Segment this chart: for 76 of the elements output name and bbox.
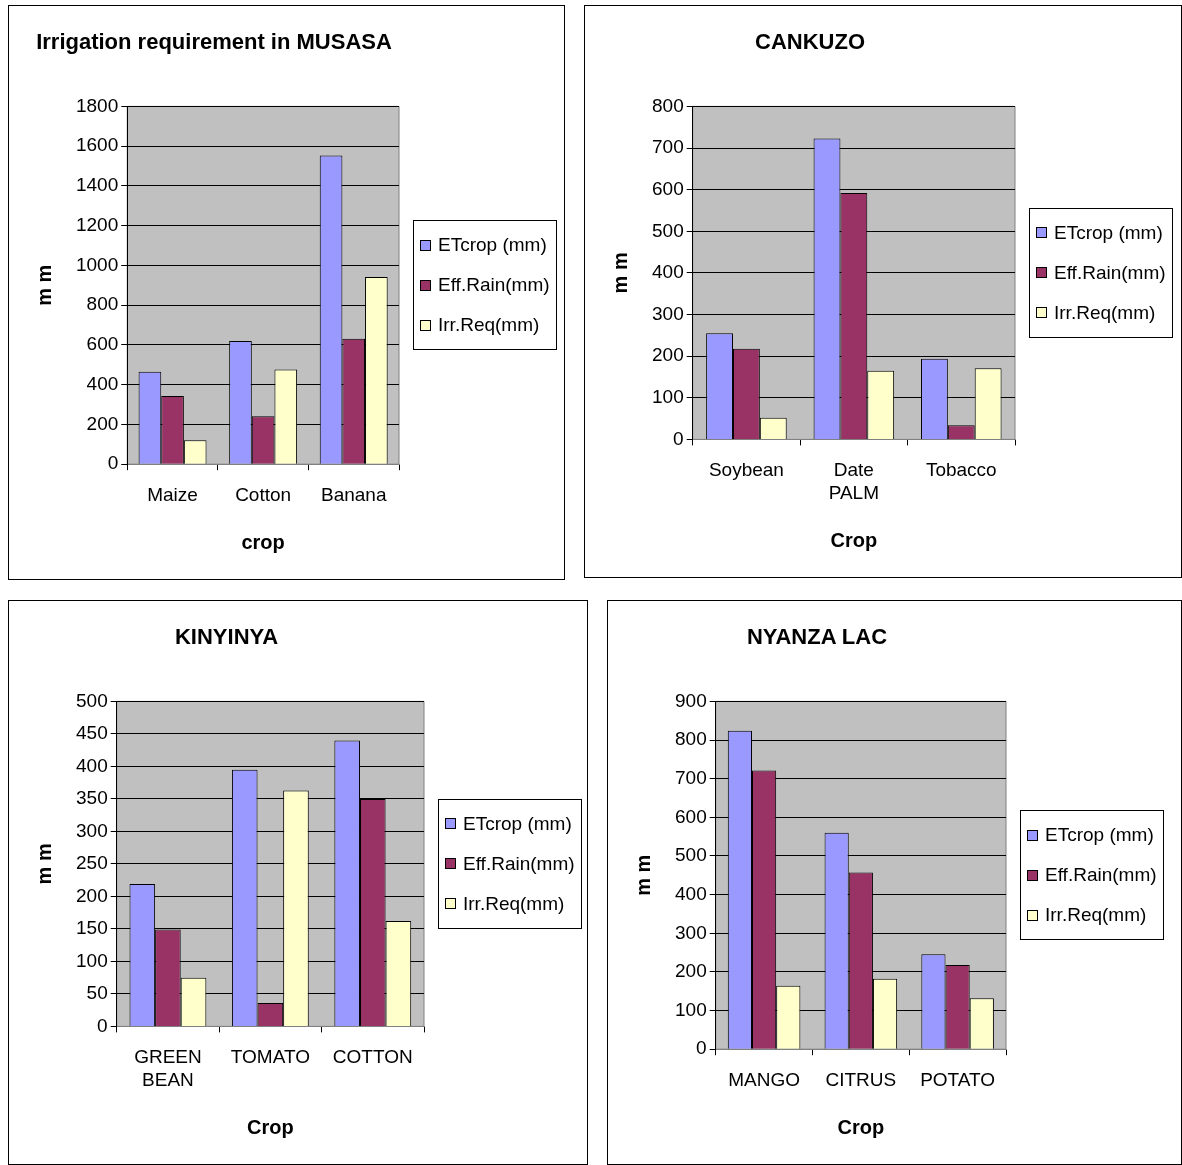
chart-title: NYANZA LAC <box>746 624 888 650</box>
x-tick-label: GREEN BEAN <box>134 1046 202 1090</box>
y-tick-label: 100 <box>652 386 684 408</box>
y-tick-label: 600 <box>86 333 119 355</box>
legend-label: Irr.Req(mm) <box>438 314 540 337</box>
y-tick-label: 600 <box>675 805 707 827</box>
y-tick-label: 600 <box>652 177 684 199</box>
y-axis-title: m m <box>32 264 55 306</box>
y-tick-label: 100 <box>675 998 707 1020</box>
y-tick-label: 900 <box>675 689 707 711</box>
y-tick-label: 350 <box>76 787 108 809</box>
legend-label: Irr.Req(mm) <box>463 892 565 915</box>
x-tick-label: Date PALM <box>828 459 880 503</box>
legend-label: ETcrop (mm) <box>1045 824 1154 847</box>
y-tick-label: 500 <box>675 844 707 866</box>
chart-title: Irrigation requirement in MUSASA <box>36 29 392 55</box>
legend-label: Irr.Req(mm) <box>1054 301 1156 324</box>
y-tick-label: 0 <box>696 1037 707 1059</box>
legend-label: Eff.Rain(mm) <box>463 852 575 875</box>
x-axis-title: crop <box>241 530 285 553</box>
y-tick-label: 400 <box>76 754 108 776</box>
y-tick-label: 50 <box>86 982 108 1004</box>
x-tick-label: CITRUS <box>825 1068 897 1090</box>
y-tick-label: 800 <box>652 94 684 116</box>
y-axis-title: m m <box>32 843 55 885</box>
y-tick-label: 800 <box>675 728 707 750</box>
y-tick-label: 1800 <box>75 94 119 116</box>
y-axis-title: m m <box>608 252 631 294</box>
y-tick-label: 500 <box>76 689 108 711</box>
y-tick-label: 450 <box>76 722 108 744</box>
x-tick-label: Maize <box>147 483 198 505</box>
y-tick-label: 300 <box>76 819 108 841</box>
y-tick-label: 1000 <box>75 253 119 275</box>
x-tick-label: Tobacco <box>925 459 997 481</box>
y-tick-label: 150 <box>76 917 108 939</box>
legend-label: Eff.Rain(mm) <box>1045 864 1157 887</box>
y-tick-label: 100 <box>76 949 108 971</box>
x-tick-label: Banana <box>320 483 387 505</box>
x-axis-title: Crop <box>837 1115 885 1138</box>
x-tick-label: TOMATO <box>230 1046 310 1068</box>
y-tick-label: 200 <box>652 344 684 366</box>
y-tick-label: 0 <box>97 1014 108 1036</box>
y-tick-label: 500 <box>652 219 684 241</box>
y-axis-title: m m <box>631 854 654 896</box>
y-tick-label: 0 <box>107 452 119 474</box>
y-tick-label: 250 <box>76 852 108 874</box>
y-tick-label: 400 <box>652 261 684 283</box>
y-tick-label: 700 <box>675 766 707 788</box>
legend-label: Irr.Req(mm) <box>1045 904 1147 927</box>
x-tick-label: MANGO <box>728 1068 800 1090</box>
y-tick-label: 200 <box>675 960 707 982</box>
y-tick-label: 200 <box>86 412 119 434</box>
x-tick-label: Cotton <box>235 483 292 505</box>
y-tick-label: 1400 <box>75 174 119 196</box>
y-tick-label: 400 <box>675 882 707 904</box>
chart-title: CANKUZO <box>755 29 865 55</box>
legend-label: ETcrop (mm) <box>463 812 572 835</box>
chart-title: KINYINYA <box>174 624 279 650</box>
y-tick-label: 400 <box>86 372 119 394</box>
y-tick-label: 0 <box>673 427 684 449</box>
legend-label: ETcrop (mm) <box>1054 221 1163 244</box>
y-tick-label: 200 <box>76 884 108 906</box>
y-tick-label: 1600 <box>75 134 119 156</box>
y-tick-label: 300 <box>652 302 684 324</box>
legend-label: ETcrop (mm) <box>438 234 547 257</box>
x-tick-label: COTTON <box>332 1046 413 1068</box>
y-tick-label: 1200 <box>75 213 119 235</box>
x-axis-title: Crop <box>830 528 878 551</box>
y-tick-label: 300 <box>675 921 707 943</box>
y-tick-label: 800 <box>86 293 119 315</box>
x-axis-title: Crop <box>247 1115 294 1138</box>
legend-label: Eff.Rain(mm) <box>1054 261 1166 284</box>
x-tick-label: POTATO <box>920 1068 996 1090</box>
legend-label: Eff.Rain(mm) <box>438 274 550 297</box>
x-tick-label: Soybean <box>708 459 784 481</box>
y-tick-label: 700 <box>652 136 684 158</box>
